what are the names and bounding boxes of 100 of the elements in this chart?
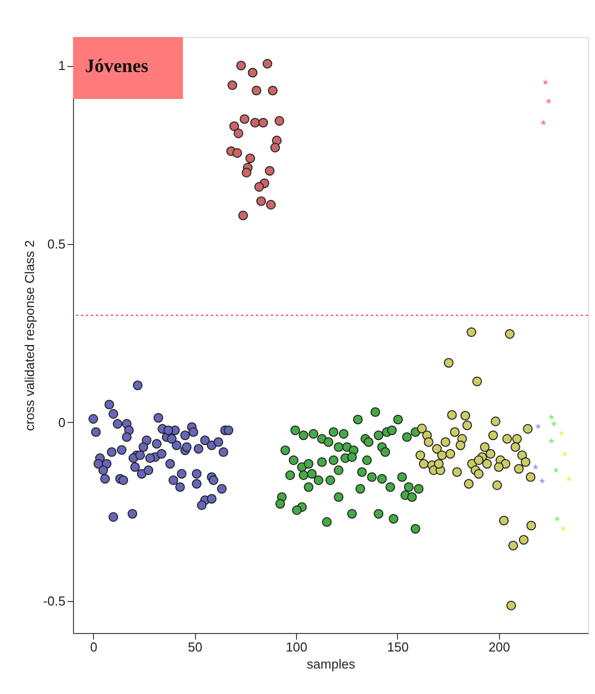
point	[558, 430, 565, 436]
point	[328, 455, 338, 466]
y-tick-label: 0	[58, 414, 66, 430]
y-tick-label: -0.5	[43, 593, 66, 608]
point	[456, 440, 466, 450]
point	[480, 442, 490, 452]
point	[472, 376, 482, 386]
point	[452, 467, 462, 477]
point	[432, 444, 442, 454]
point	[347, 452, 357, 462]
x-tick-label: 150	[387, 640, 409, 654]
y-axis-title: cross validated response Class 2	[22, 240, 38, 431]
point	[355, 484, 366, 494]
point	[388, 514, 398, 524]
point	[298, 430, 308, 440]
point	[532, 464, 538, 470]
point	[548, 438, 555, 444]
point	[518, 535, 529, 545]
point	[434, 459, 444, 469]
point	[407, 492, 417, 502]
point	[526, 520, 536, 530]
point	[304, 459, 314, 469]
point	[262, 58, 272, 69]
point	[258, 118, 268, 128]
point	[364, 437, 374, 447]
point	[474, 469, 484, 479]
point	[234, 128, 244, 138]
point	[522, 424, 533, 434]
x-tick-label: 100	[286, 640, 308, 654]
point	[232, 148, 242, 158]
point	[562, 450, 568, 456]
x-tick-label: 0	[90, 640, 98, 654]
point	[492, 480, 502, 490]
point	[242, 168, 252, 178]
point	[560, 526, 566, 532]
point	[414, 484, 424, 494]
point	[440, 437, 450, 447]
point	[380, 447, 390, 457]
point	[514, 464, 524, 474]
point	[387, 425, 397, 436]
point	[535, 423, 542, 429]
point	[415, 450, 426, 460]
point	[464, 479, 474, 489]
point	[397, 472, 407, 482]
point	[268, 86, 278, 96]
point	[374, 430, 384, 440]
point	[254, 182, 264, 192]
point	[229, 121, 240, 132]
point	[353, 414, 363, 424]
point	[508, 540, 518, 550]
point	[417, 424, 427, 434]
point	[510, 442, 520, 452]
point	[292, 505, 302, 516]
point	[506, 600, 516, 610]
point	[290, 425, 300, 436]
point	[307, 469, 317, 479]
point	[486, 449, 496, 459]
point	[370, 407, 380, 417]
point	[437, 450, 447, 460]
point	[248, 68, 258, 78]
point	[236, 60, 246, 70]
point	[334, 465, 344, 476]
point	[274, 116, 284, 126]
point	[325, 475, 336, 486]
point	[270, 142, 280, 152]
point	[462, 420, 472, 430]
point	[410, 524, 420, 534]
point	[322, 517, 332, 527]
point	[550, 420, 557, 426]
point	[374, 508, 384, 519]
point	[238, 210, 248, 220]
x-tick-label: 200	[488, 640, 510, 654]
point	[482, 459, 492, 469]
point	[298, 470, 308, 480]
point	[324, 437, 334, 447]
point	[338, 429, 349, 439]
point	[404, 482, 414, 492]
point	[460, 410, 470, 420]
point	[488, 430, 498, 440]
point	[334, 492, 344, 502]
point	[288, 455, 298, 466]
annotation: Jóvenes	[85, 56, 148, 77]
point	[367, 472, 377, 482]
point	[308, 429, 318, 439]
x-tick-label: 50	[188, 640, 202, 654]
point	[540, 119, 546, 126]
point	[502, 434, 512, 444]
point	[520, 457, 530, 467]
point	[539, 478, 546, 484]
point	[250, 118, 260, 128]
point	[542, 79, 548, 85]
point	[566, 476, 572, 482]
point	[252, 86, 262, 96]
point	[266, 200, 276, 210]
point	[245, 154, 256, 164]
point	[512, 434, 522, 444]
point	[385, 482, 396, 492]
point	[228, 80, 238, 90]
point	[393, 414, 403, 424]
point	[357, 467, 367, 477]
